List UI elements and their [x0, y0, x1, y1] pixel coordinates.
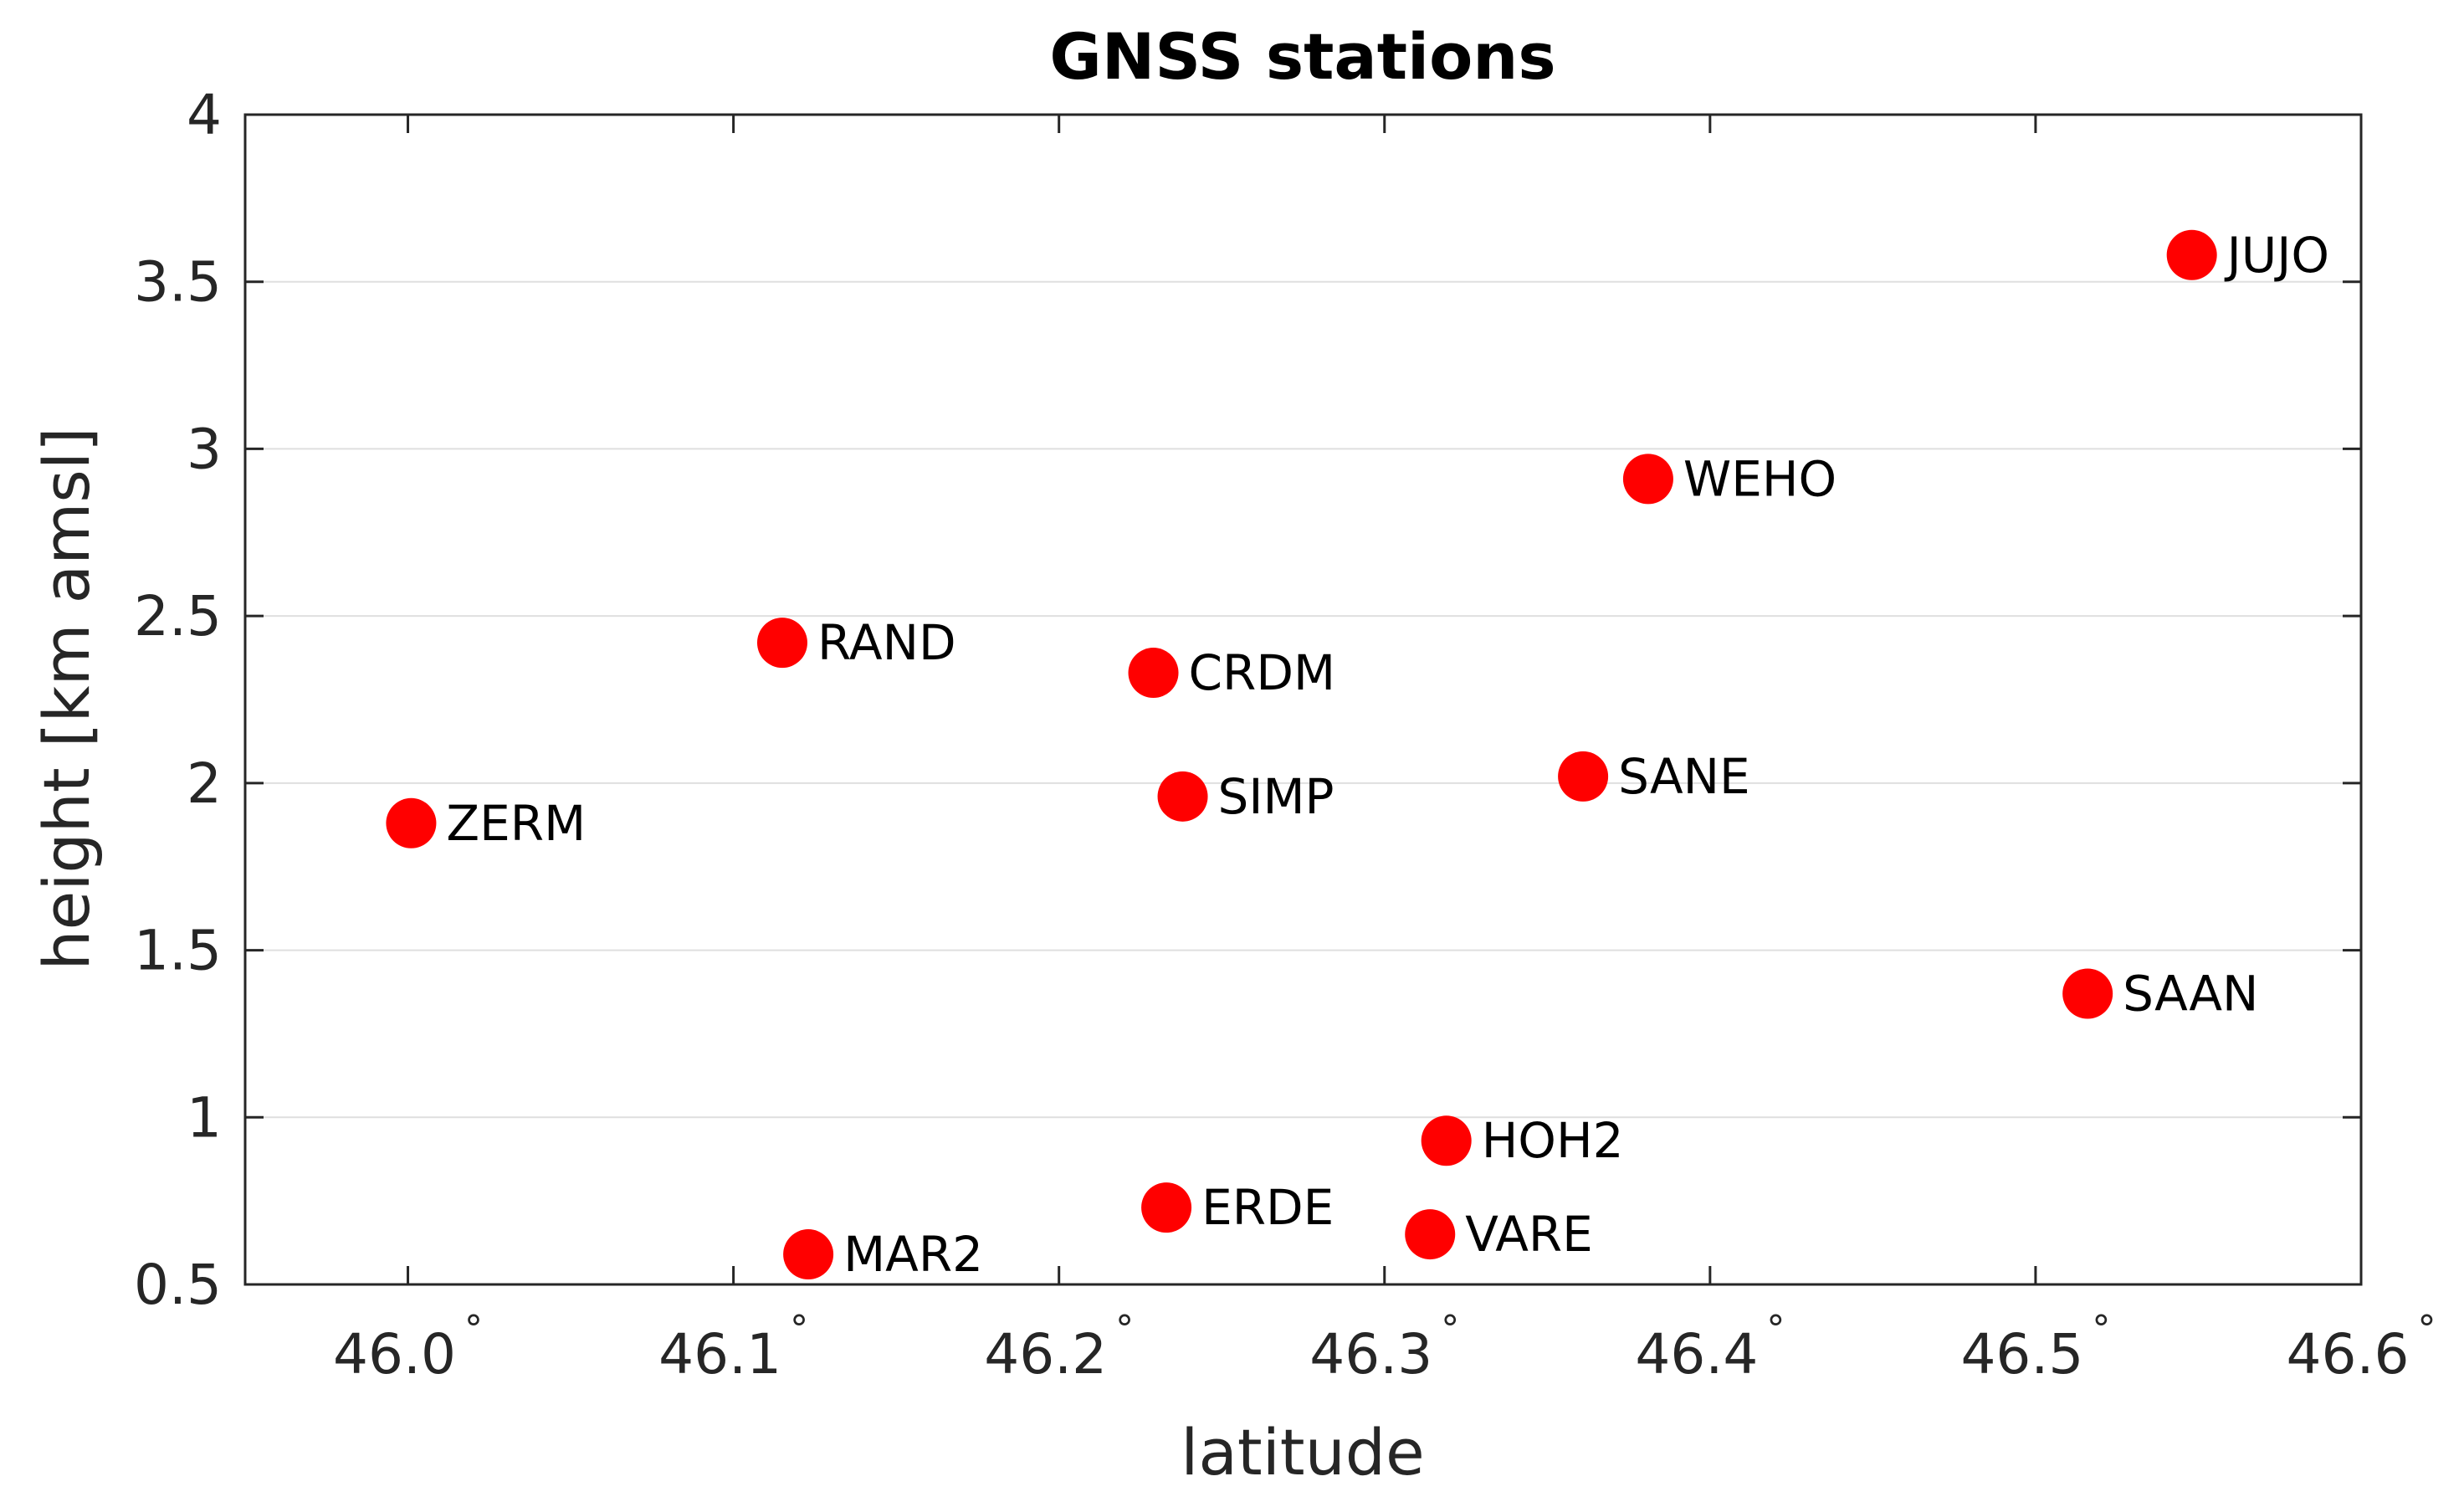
- station-point-group: WEHO: [1622, 450, 1836, 507]
- station-marker: [2166, 229, 2217, 280]
- station-label: VARE: [1465, 1206, 1593, 1263]
- station-point-group: HOH2: [1421, 1112, 1624, 1169]
- x-tick-label: 46.3 °: [1309, 1308, 1459, 1387]
- station-marker: [1622, 454, 1673, 505]
- x-tick-label: 46.1 °: [658, 1308, 808, 1387]
- y-tick-label: 1: [187, 1085, 222, 1150]
- y-tick-label: 3.5: [134, 250, 222, 315]
- y-tick-label: 1.5: [134, 919, 222, 983]
- x-tick-degree-sign: °: [1441, 1308, 1459, 1351]
- station-point-group: SANE: [1558, 748, 1750, 805]
- x-tick-degree-sign: °: [790, 1308, 808, 1351]
- station-label: ERDE: [1201, 1179, 1334, 1236]
- x-tick-label: 46.0 °: [333, 1308, 483, 1387]
- station-marker: [756, 618, 807, 669]
- x-tick-label: 46.2 °: [984, 1308, 1134, 1387]
- station-point-group: ZERM: [386, 795, 586, 852]
- station-label: SAAN: [2123, 965, 2258, 1022]
- station-point-group: MAR2: [783, 1226, 983, 1283]
- station-label: WEHO: [1683, 450, 1836, 507]
- station-label: ZERM: [446, 795, 586, 852]
- station-label: SANE: [1618, 748, 1750, 805]
- point-layer: ZERM RAND MAR2 CRDM SIMP ERDE HOH2 VARE SANE WEHO…: [386, 227, 2329, 1283]
- station-marker: [1405, 1209, 1456, 1260]
- x-tick-degree-sign: °: [1766, 1308, 1785, 1351]
- chart-title: GNSS stations: [1049, 19, 1555, 94]
- station-point-group: CRDM: [1128, 644, 1336, 701]
- station-marker: [783, 1229, 834, 1280]
- y-tick-label: 3: [187, 417, 222, 481]
- station-marker: [2062, 968, 2113, 1019]
- station-marker: [1128, 648, 1179, 699]
- station-marker: [386, 797, 437, 848]
- station-point-group: SIMP: [1157, 768, 1334, 825]
- station-label: RAND: [817, 614, 956, 671]
- station-label: HOH2: [1482, 1112, 1624, 1169]
- x-tick-degree-sign: °: [1115, 1308, 1134, 1351]
- station-marker: [1421, 1115, 1472, 1166]
- station-point-group: RAND: [756, 614, 956, 671]
- x-tick-degree-sign: °: [2417, 1308, 2436, 1351]
- station-marker: [1558, 751, 1609, 802]
- station-marker: [1157, 771, 1208, 822]
- x-axis-title: latitude: [1181, 1415, 1425, 1489]
- y-tick-label: 0.5: [134, 1253, 222, 1317]
- station-point-group: JUJO: [2166, 227, 2329, 284]
- x-tick-degree-sign: °: [2092, 1308, 2110, 1351]
- station-label: SIMP: [1218, 768, 1334, 825]
- station-point-group: VARE: [1405, 1206, 1593, 1263]
- grid-layer: [245, 280, 2361, 1119]
- x-tick-label: 46.6 °: [2287, 1308, 2436, 1387]
- plot-area-frame: [243, 113, 2363, 1286]
- station-marker: [1141, 1182, 1192, 1233]
- x-tick-label: 46.4 °: [1635, 1308, 1785, 1387]
- y-tick-label: 2: [187, 751, 222, 816]
- station-label: JUJO: [2225, 227, 2329, 284]
- station-point-group: SAAN: [2062, 965, 2258, 1022]
- x-tick-degree-sign: °: [464, 1308, 483, 1351]
- y-axis-title: height [km amsl]: [29, 427, 104, 970]
- station-label: MAR2: [843, 1226, 983, 1283]
- x-tick-label: 46.5 °: [1960, 1308, 2110, 1387]
- y-tick-label: 4: [187, 83, 222, 147]
- station-point-group: ERDE: [1141, 1179, 1334, 1236]
- y-tick-label: 2.5: [134, 584, 222, 648]
- station-label: CRDM: [1189, 644, 1336, 701]
